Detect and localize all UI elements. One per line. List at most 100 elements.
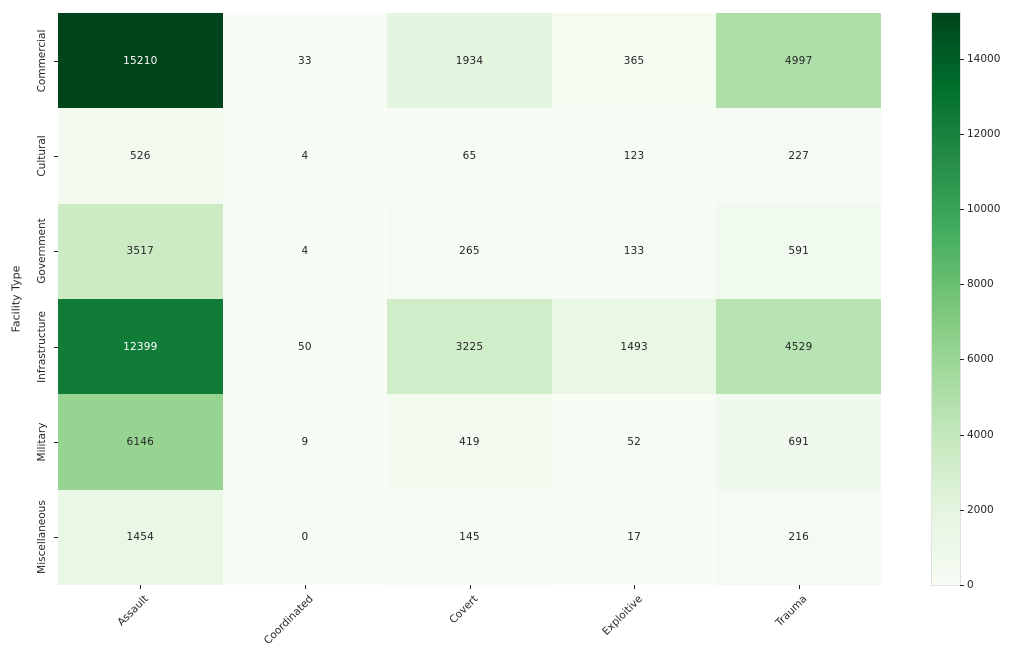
heatmap-cell-miscellaneous-coordinated: 0 <box>222 489 388 585</box>
heatmap-cell-infrastructure-covert: 3225 <box>387 299 552 395</box>
heatmap-cell-cultural-trauma: 227 <box>716 108 881 204</box>
colorbar-tick-mark <box>960 58 964 60</box>
colorbar-tick-mark <box>960 509 964 511</box>
heatmap-cell-value: 0 <box>301 531 309 544</box>
colorbar-tick-label: 2000 <box>967 503 994 516</box>
y-tick-label-government: Government <box>36 218 48 285</box>
colorbar-tick-mark <box>960 585 964 586</box>
heatmap-cell-value: 3517 <box>126 245 155 258</box>
colorbar-tick-label: 4000 <box>967 428 994 441</box>
x-tick-label-trauma: Trauma <box>773 593 810 630</box>
heatmap-cell-infrastructure-trauma: 4529 <box>716 299 881 395</box>
y-tick-mark <box>54 346 58 348</box>
x-tick-mark <box>634 585 636 589</box>
heatmap-cell-value: 419 <box>459 435 480 448</box>
heatmap-cell-infrastructure-coordinated: 50 <box>222 299 388 395</box>
heatmap-cell-value: 1934 <box>455 54 484 67</box>
colorbar-tick-label: 8000 <box>967 278 994 291</box>
x-tick-mark <box>469 585 471 589</box>
heatmap-cell-value: 17 <box>627 531 641 544</box>
colorbar-tick-label: 6000 <box>967 353 994 366</box>
y-tick-label-commercial: Commercial <box>36 29 48 93</box>
heatmap-cell-commercial-exploitive: 365 <box>551 13 717 109</box>
heatmap-cell-cultural-assault: 526 <box>58 108 223 204</box>
colorbar-tick-label: 14000 <box>967 52 1001 65</box>
heatmap-cell-cultural-covert: 65 <box>387 108 552 204</box>
heatmap-cell-value: 145 <box>459 531 480 544</box>
heatmap-cell-commercial-coordinated: 33 <box>222 13 388 109</box>
y-tick-label-military: Military <box>36 422 48 462</box>
x-tick-label-covert: Covert <box>446 593 480 627</box>
x-tick-label-coordinated: Coordinated <box>261 593 316 647</box>
colorbar-tick-mark <box>960 434 964 436</box>
colorbar-tick-mark <box>960 359 964 361</box>
heatmap-cell-value: 216 <box>788 531 810 544</box>
y-tick-label-cultural: Cultural <box>36 135 48 177</box>
y-tick-mark <box>54 442 58 443</box>
y-axis-title: Facility Type <box>9 265 23 333</box>
y-tick-mark <box>54 156 58 157</box>
heatmap-cell-miscellaneous-covert: 145 <box>387 489 552 585</box>
heatmap-cell-value: 33 <box>298 54 312 67</box>
y-tick-mark <box>54 60 58 62</box>
heatmap-cell-value: 1493 <box>620 340 648 353</box>
heatmap-cell-value: 691 <box>788 435 810 448</box>
heatmap-cell-military-assault: 6146 <box>58 394 223 490</box>
heatmap-cell-commercial-assault: 15210 <box>58 13 223 109</box>
heatmap-cell-value: 123 <box>623 149 645 162</box>
heatmap-cell-value: 4 <box>301 149 309 162</box>
heatmap-cell-commercial-covert: 1934 <box>387 13 552 109</box>
heatmap-cell-miscellaneous-trauma: 216 <box>716 489 881 585</box>
heatmap-cell-value: 526 <box>129 149 151 162</box>
heatmap-cell-value: 12399 <box>123 340 158 353</box>
y-tick-mark <box>54 537 58 539</box>
colorbar-tick-label: 0 <box>967 579 974 591</box>
heatmap-cell-value: 591 <box>788 245 810 258</box>
heatmap-cell-government-exploitive: 133 <box>551 203 717 299</box>
heatmap-cell-military-trauma: 691 <box>716 394 881 490</box>
heatmap-cell-government-coordinated: 4 <box>222 203 388 299</box>
y-tick-mark <box>54 251 58 253</box>
heatmap-cell-infrastructure-exploitive: 1493 <box>551 299 717 395</box>
x-tick-label-assault: Assault <box>115 593 151 629</box>
heatmap-cell-value: 133 <box>623 245 645 258</box>
heatmap-cell-value: 3225 <box>455 340 484 353</box>
colorbar-tick-label: 10000 <box>967 202 1001 215</box>
colorbar-tick-label: 12000 <box>967 127 1001 140</box>
heatmap-cell-value: 1454 <box>126 531 155 544</box>
x-tick-mark <box>304 585 306 589</box>
heatmap-cell-value: 9 <box>301 435 309 448</box>
heatmap-cell-value: 265 <box>459 245 480 258</box>
heatmap-cell-value: 50 <box>298 340 312 353</box>
heatmap-cell-cultural-coordinated: 4 <box>222 108 388 204</box>
heatmap-cell-government-trauma: 591 <box>716 203 881 299</box>
heatmap-cell-value: 6146 <box>126 435 155 448</box>
colorbar-tick-mark <box>960 133 964 135</box>
colorbar-tick-mark <box>960 208 964 210</box>
heatmap-cell-government-assault: 3517 <box>58 203 223 299</box>
heatmap-cell-military-coordinated: 9 <box>222 394 388 490</box>
colorbar <box>931 12 961 586</box>
y-tick-label-miscellaneous: Miscellaneous <box>36 500 48 575</box>
heatmap-cell-military-covert: 419 <box>387 394 552 490</box>
x-tick-mark <box>140 585 142 589</box>
y-tick-label-infrastructure: Infrastructure <box>36 310 48 383</box>
heatmap-cell-value: 4 <box>301 245 309 258</box>
heatmap-cell-value: 365 <box>623 54 645 67</box>
heatmap-cell-value: 4529 <box>784 340 813 353</box>
heatmap-cell-value: 65 <box>462 149 477 162</box>
heatmap-cell-value: 15210 <box>123 54 158 67</box>
heatmap-cell-commercial-trauma: 4997 <box>716 13 881 109</box>
heatmap-cell-infrastructure-assault: 12399 <box>58 299 223 395</box>
heatmap-cell-value: 52 <box>627 435 641 448</box>
heatmap-plot-area: 15210 33 1934 365 4997 526 4 65 123 227 3517 4 265 13… <box>58 13 881 585</box>
heatmap-cell-miscellaneous-assault: 1454 <box>58 489 223 585</box>
heatmap-cell-cultural-exploitive: 123 <box>551 108 717 204</box>
heatmap-cell-value: 4997 <box>784 54 813 67</box>
heatmap-cell-value: 227 <box>788 149 810 162</box>
colorbar-tick-mark <box>960 284 964 286</box>
heatmap-cell-military-exploitive: 52 <box>551 394 717 490</box>
x-tick-label-exploitive: Exploitive <box>599 593 645 638</box>
x-tick-mark <box>798 585 800 589</box>
